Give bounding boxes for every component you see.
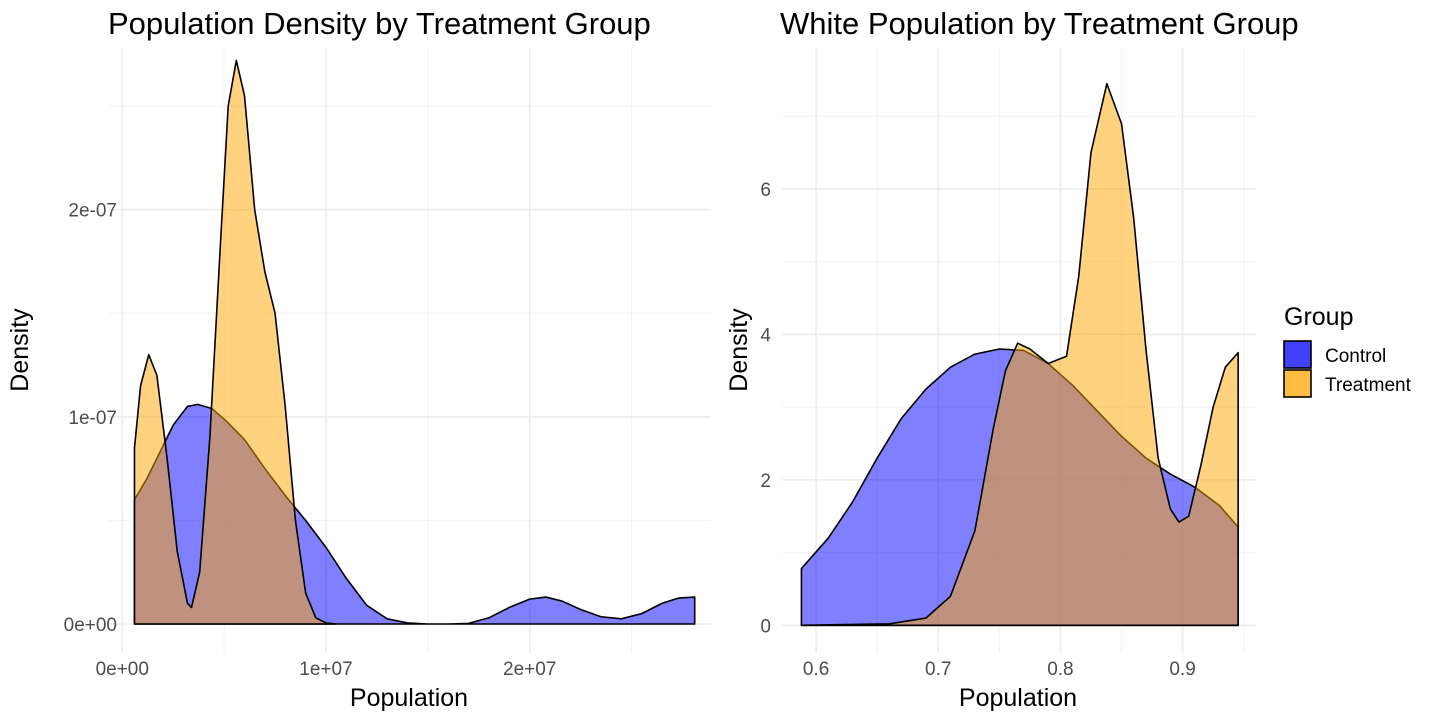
legend-label-control: Control (1325, 346, 1386, 367)
left-panel: Population Density by Treatment Group 0e… (6, 6, 711, 712)
right-x-tick-label: 0.8 (1047, 659, 1073, 680)
right-y-tick-label: 4 (760, 325, 771, 346)
right-y-tick-label: 0 (760, 616, 771, 637)
left-series (133, 59, 696, 625)
legend-title: Group (1284, 303, 1353, 331)
left-x-axis-title: Population (350, 684, 468, 712)
left-x-tick-label: 0e+00 (96, 659, 149, 680)
left-density-treatment (133, 59, 337, 625)
legend-label-treatment: Treatment (1325, 375, 1412, 396)
legend-key-treatment (1283, 369, 1312, 398)
left-y-tick-label: 0e+00 (64, 615, 117, 636)
right-density-treatment (800, 82, 1239, 627)
left-y-tick-label: 2e-07 (68, 201, 117, 222)
left-chart-title: Population Density by Treatment Group (108, 6, 651, 41)
left-y-ticks: 0e+00 1e-07 2e-07 (64, 201, 117, 636)
right-x-axis-title: Population (959, 684, 1077, 712)
legend: Group Control Treatment (1283, 303, 1412, 398)
right-y-tick-label: 6 (760, 180, 771, 201)
left-y-axis-title: Density (6, 308, 34, 392)
right-chart-title: White Population by Treatment Group (780, 6, 1299, 41)
right-panel: White Population by Treatment Group 0.6 0… (725, 6, 1299, 712)
left-y-tick-label: 1e-07 (68, 408, 117, 429)
left-x-tick-label: 1e+07 (299, 659, 352, 680)
right-y-ticks: 0 2 4 6 (760, 180, 771, 637)
right-x-tick-label: 0.6 (803, 659, 829, 680)
right-y-axis-title: Density (725, 308, 753, 392)
right-x-tick-label: 0.7 (925, 659, 951, 680)
left-x-tick-label: 2e+07 (503, 659, 556, 680)
right-x-tick-label: 0.9 (1169, 659, 1195, 680)
right-y-tick-label: 2 (760, 471, 771, 492)
right-x-ticks: 0.6 0.7 0.8 0.9 (803, 659, 1196, 680)
left-x-ticks: 0e+00 1e+07 2e+07 (96, 659, 557, 680)
legend-key-control (1283, 340, 1312, 369)
right-series (800, 82, 1239, 627)
